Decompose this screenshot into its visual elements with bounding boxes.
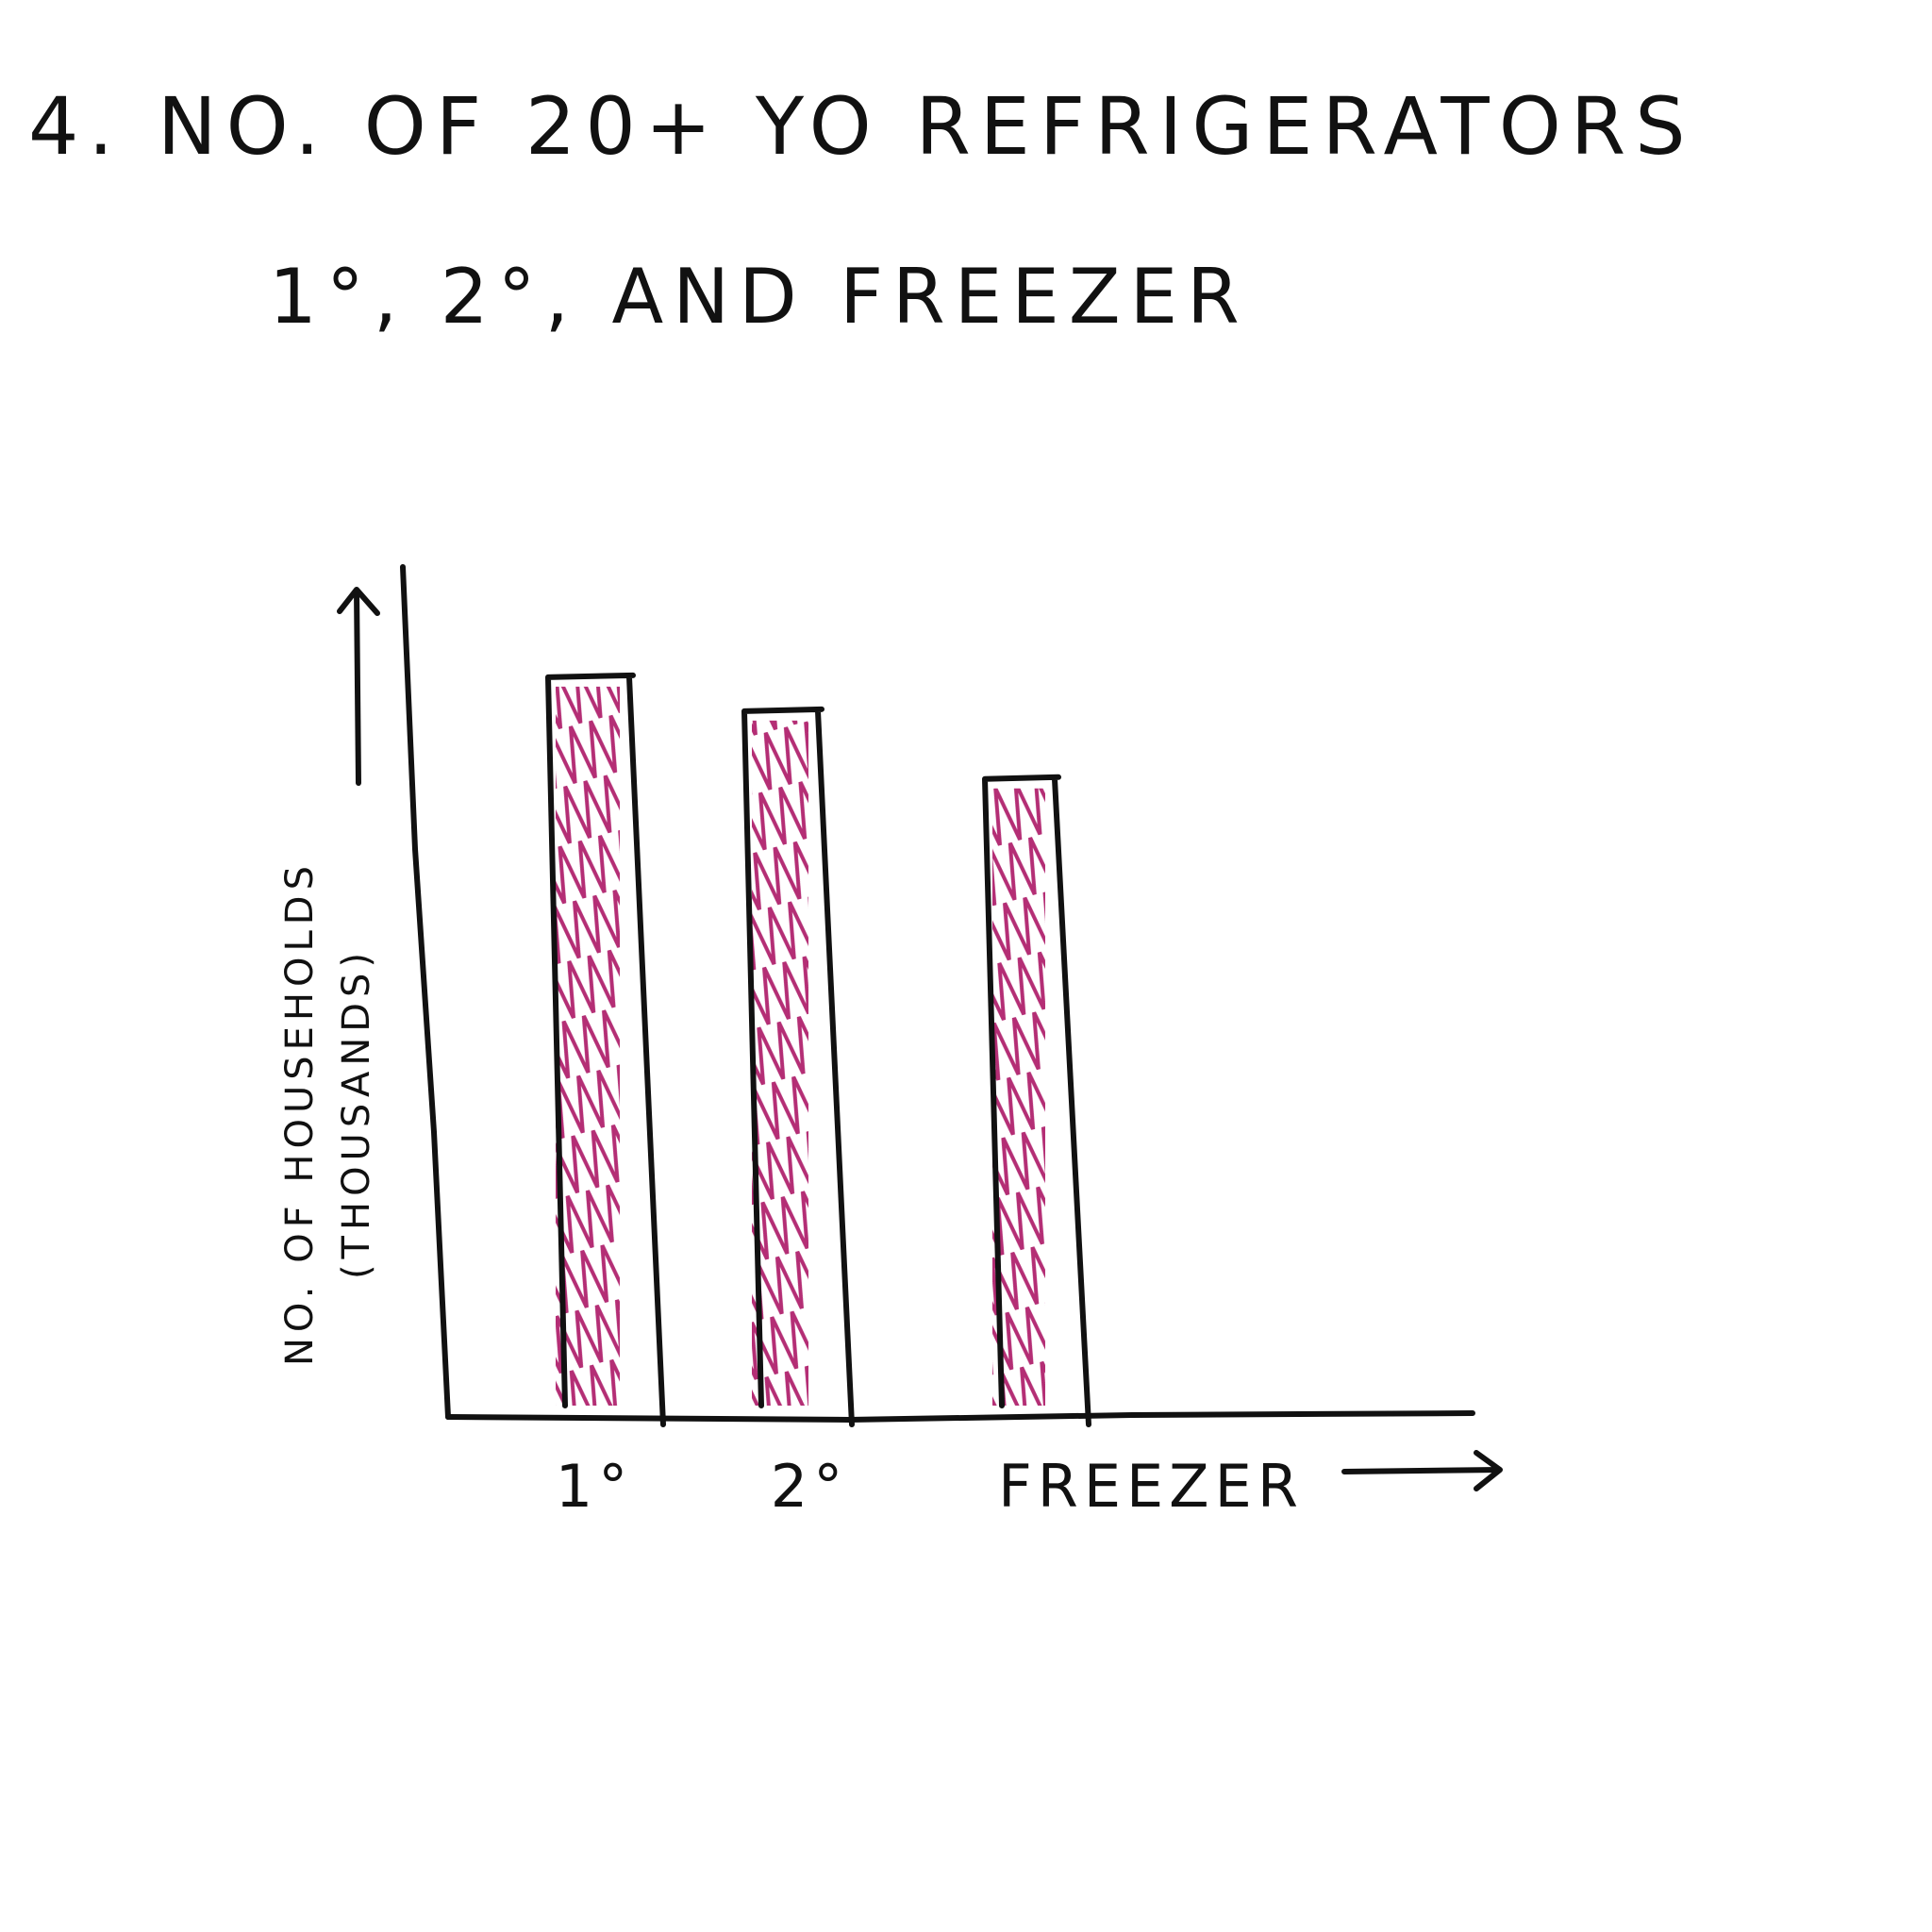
y-axis-label-line: (THOUSANDS) [335,947,378,1279]
chart-title: 4. NO. OF 20+ YO REFRIGERATORS [28,80,1695,173]
bar [982,774,1091,1427]
y-axis [400,564,451,1420]
bar [545,672,666,1427]
bar-fill [556,686,620,1406]
x-arrow [1341,1450,1503,1491]
y-axis-label-line: NO. OF HOUSEHOLDS [278,860,322,1366]
bar [741,706,855,1427]
x-tick-label: 2° [771,1452,848,1521]
y-arrow [337,587,380,786]
x-tick-label: 1° [556,1452,633,1521]
chart-subtitle: 1°, 2°, AND FREEZER [269,253,1249,341]
y-axis-label: NO. OF HOUSEHOLDS (THOUSANDS) [278,860,378,1366]
x-axis [445,1410,1475,1423]
x-tick-label: FREEZER [998,1452,1304,1521]
